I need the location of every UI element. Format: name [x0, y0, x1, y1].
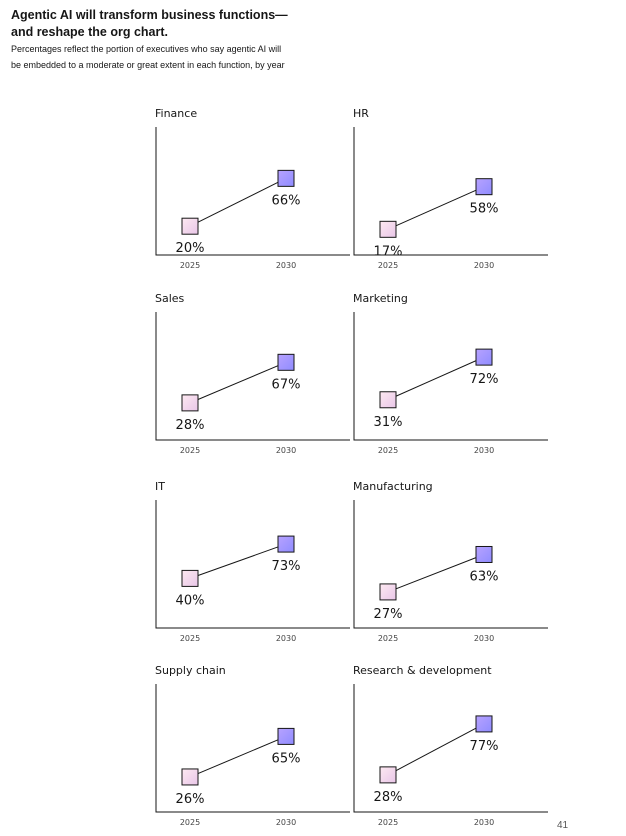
marker-2025 [181, 569, 199, 587]
data-label: 31% [374, 415, 403, 430]
marker-2025 [181, 217, 199, 235]
chart-title: Supply chain [155, 664, 226, 677]
page-title: Agentic AI will transform business funct… [11, 7, 291, 41]
data-label: 66% [272, 193, 301, 208]
data-label: 28% [176, 418, 205, 433]
series-line [387, 186, 485, 230]
data-label: 67% [272, 377, 301, 392]
x-tick-label: 2025 [378, 261, 398, 270]
marker-2025 [379, 583, 397, 601]
series-line [387, 356, 485, 401]
chart-panel: Finance 20% 2025 66% 2030 [155, 107, 350, 270]
x-tick-label: 2025 [180, 261, 200, 270]
marker-2025 [181, 768, 199, 786]
chart-axes [155, 684, 350, 813]
series-line [189, 361, 287, 404]
chart-panel: Sales 28% 2025 67% 2030 [155, 292, 350, 455]
marker-2025 [379, 391, 397, 409]
marker-2030 [475, 178, 493, 196]
series-line [189, 543, 287, 579]
chart-axes [155, 127, 350, 256]
data-label: 72% [470, 372, 499, 387]
marker-2030 [475, 348, 493, 366]
data-label: 17% [374, 244, 403, 259]
chart-panel: Supply chain 26% 2025 65% 2030 [155, 664, 350, 827]
x-tick-label: 2025 [180, 634, 200, 643]
chart-title: Research & development [353, 664, 492, 677]
x-tick-label: 2030 [276, 818, 296, 827]
marker-2030 [277, 169, 295, 187]
x-tick-label: 2030 [474, 261, 494, 270]
chart-axes [353, 312, 548, 441]
chart-title: Sales [155, 292, 185, 305]
x-tick-label: 2030 [276, 261, 296, 270]
x-tick-label: 2025 [180, 818, 200, 827]
x-tick-label: 2025 [378, 818, 398, 827]
chart-panel: Manufacturing 27% 2025 63% 2030 [353, 480, 548, 643]
marker-2025 [379, 766, 397, 784]
marker-2030 [475, 715, 493, 733]
x-tick-label: 2030 [474, 634, 494, 643]
title-line-1: Agentic AI will transform business funct… [11, 8, 288, 22]
data-label: 20% [176, 241, 205, 256]
marker-2030 [277, 727, 295, 745]
chart-panel: HR 17% 2025 58% 2030 [353, 107, 548, 270]
marker-2025 [379, 220, 397, 238]
data-label: 40% [176, 593, 205, 608]
chart-title: IT [155, 480, 165, 493]
series-line [189, 735, 287, 778]
data-label: 27% [374, 607, 403, 622]
data-label: 73% [272, 559, 301, 574]
chart-axes [353, 500, 548, 629]
data-label: 63% [470, 569, 499, 584]
chart-panel: Marketing 31% 2025 72% 2030 [353, 292, 548, 455]
marker-2030 [475, 545, 493, 563]
chart-title: Manufacturing [353, 480, 433, 493]
page-number: 41 [557, 820, 569, 831]
marker-2030 [277, 353, 295, 371]
data-label: 26% [176, 792, 205, 807]
data-label: 65% [272, 751, 301, 766]
chart-panel: Research & development 28% 2025 77% 2030 [353, 664, 548, 827]
x-tick-label: 2025 [378, 446, 398, 455]
title-line-2: and reshape the org chart. [11, 25, 168, 39]
x-tick-label: 2030 [276, 446, 296, 455]
chart-axes [155, 312, 350, 441]
page-subtitle: Percentages reflect the portion of execu… [11, 44, 285, 70]
chart-title: Finance [155, 107, 197, 120]
marker-2030 [277, 535, 295, 553]
chart-title: Marketing [353, 292, 408, 305]
x-tick-label: 2030 [474, 446, 494, 455]
chart-axes [353, 684, 548, 813]
x-tick-label: 2030 [474, 818, 494, 827]
marker-2025 [181, 394, 199, 412]
x-tick-label: 2025 [378, 634, 398, 643]
chart-panel: IT 40% 2025 73% 2030 [155, 480, 350, 643]
chart-title: HR [353, 107, 369, 120]
data-label: 28% [374, 790, 403, 805]
x-tick-label: 2030 [276, 634, 296, 643]
data-label: 58% [470, 202, 499, 217]
series-line [387, 723, 485, 776]
series-line [387, 554, 485, 593]
x-tick-label: 2025 [180, 446, 200, 455]
series-line [189, 177, 287, 227]
chart-axes [353, 127, 548, 256]
data-label: 77% [470, 739, 499, 754]
chart-axes [155, 500, 350, 629]
